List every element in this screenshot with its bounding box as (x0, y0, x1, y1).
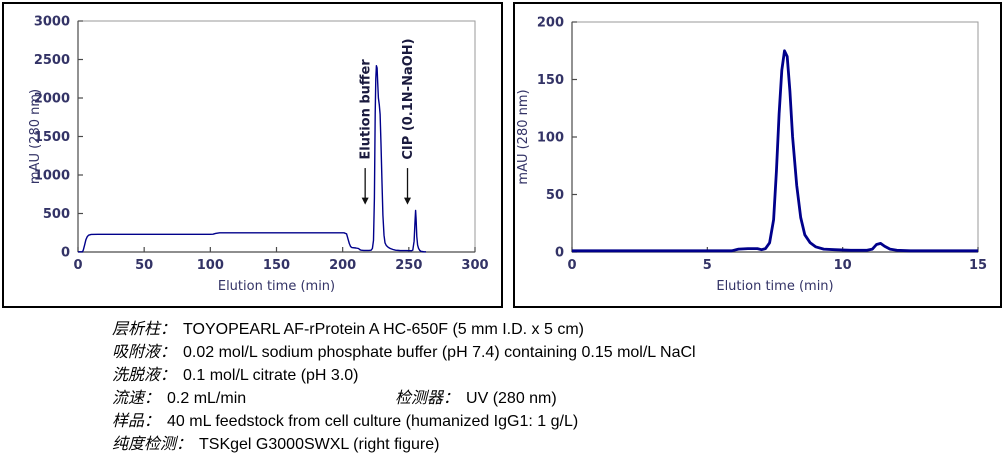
y-axis-title: mAU (280 nm) (516, 89, 531, 184)
x-axis-tick-label: 15 (969, 258, 987, 273)
annotation-label: CIP (0.1N-NaOH) (401, 38, 416, 159)
caption-field-value: 0.02 mol/L sodium phosphate buffer (pH 7… (183, 344, 696, 361)
caption-segment: 吸附液： 0.02 mol/L sodium phosphate buffer (… (112, 342, 696, 361)
x-axis-tick-label: 100 (197, 258, 224, 273)
x-axis-tick-label: 0 (73, 258, 82, 273)
caption-row: 样品： 40 mL feedstock from cell culture (hu… (112, 409, 696, 432)
caption-field-label: 检测器： (395, 388, 460, 407)
y-axis-tick-label: 100 (537, 131, 564, 146)
caption-field-value: 40 mL feedstock from cell culture (human… (167, 413, 579, 430)
x-axis-title: Elution time (min) (218, 279, 335, 294)
caption-field-value: 0.1 mol/L citrate (pH 3.0) (183, 367, 359, 384)
x-axis-tick-label: 200 (329, 258, 356, 273)
caption-field-value: TOYOPEARL AF-rProtein A HC-650F (5 mm I.… (183, 321, 584, 338)
y-axis-tick-label: 2500 (34, 53, 70, 68)
caption-segment: 流速： 0.2 mL/min (112, 386, 395, 410)
caption-segment: 纯度检测： TSKgel G3000SWXL (right figure) (112, 434, 439, 453)
left-chart-panel: 0 500 1000 1500 2000 2500 3000 0 50 100 150 200 250 3… (2, 2, 503, 308)
y-axis-tick-label: 2000 (34, 92, 70, 107)
experiment-conditions-caption: 层析柱： TOYOPEARL AF-rProtein A HC-650F (5 m… (112, 317, 696, 455)
caption-field-label: 样品： (112, 411, 161, 430)
x-axis-tick-label: 10 (834, 258, 852, 273)
x-axis-title: Elution time (min) (716, 279, 833, 294)
x-axis-tick-label: 250 (395, 258, 422, 273)
y-axis-tick-label: 500 (43, 207, 70, 222)
x-axis-tick-label: 5 (703, 258, 712, 273)
caption-field-label: 洗脱液： (112, 365, 177, 384)
right-chart-panel: 0 50 100 150 200 0 5 10 15 Elution time (min) mAU … (513, 2, 1002, 308)
caption-row: 层析柱： TOYOPEARL AF-rProtein A HC-650F (5 m… (112, 317, 696, 340)
annotation-arrow-head (404, 197, 412, 205)
caption-segment: 洗脱液： 0.1 mol/L citrate (pH 3.0) (112, 365, 359, 384)
y-axis-tick-label: 0 (61, 246, 70, 261)
caption-segment: 样品： 40 mL feedstock from cell culture (hu… (112, 411, 578, 430)
y-axis-tick-label: 50 (546, 188, 564, 203)
caption-row: 吸附液： 0.02 mol/L sodium phosphate buffer (… (112, 340, 696, 363)
y-axis-title: mAU (280 nm) (28, 89, 43, 184)
chromatogram-trace (572, 49, 978, 253)
chromatogram-trace (78, 65, 426, 253)
caption-segment: 检测器： UV (280 nm) (395, 388, 557, 407)
x-axis-tick-label: 150 (263, 258, 290, 273)
y-axis-tick-label: 3000 (34, 15, 70, 30)
caption-field-label: 吸附液： (112, 342, 177, 361)
caption-field-label: 层析柱： (112, 319, 177, 338)
caption-row: 流速： 0.2 mL/min 检测器： UV (280 nm) (112, 386, 696, 409)
purity-chromatogram-chart: 0 50 100 150 200 0 5 10 15 Elution time (min) mAU … (516, 16, 987, 295)
caption-field-value: 0.2 mL/min (167, 390, 247, 407)
affinity-chromatogram-chart: 0 500 1000 1500 2000 2500 3000 0 50 100 150 200 250 3… (28, 15, 489, 295)
y-axis-tick-label: 0 (555, 246, 564, 261)
annotation-label: Elution buffer (359, 59, 374, 160)
caption-row: 洗脱液： 0.1 mol/L citrate (pH 3.0) (112, 363, 696, 386)
caption-row: 纯度检测： TSKgel G3000SWXL (right figure) (112, 432, 696, 455)
y-axis-tick-label: 200 (537, 16, 564, 31)
y-axis-tick-label: 1000 (34, 169, 70, 184)
caption-field-value: TSKgel G3000SWXL (right figure) (199, 436, 440, 453)
caption-field-label: 纯度检测： (112, 434, 193, 453)
caption-segment: 层析柱： TOYOPEARL AF-rProtein A HC-650F (5 m… (112, 319, 584, 338)
y-axis-tick-label: 1500 (34, 130, 70, 145)
y-axis-tick-label: 150 (537, 73, 564, 88)
x-axis-tick-label: 0 (567, 258, 576, 273)
x-axis-tick-label: 50 (135, 258, 153, 273)
caption-field-value: UV (280 nm) (466, 390, 557, 407)
x-axis-tick-label: 300 (461, 258, 488, 273)
annotation-arrow-head (361, 197, 369, 205)
caption-field-label: 流速： (112, 388, 161, 407)
